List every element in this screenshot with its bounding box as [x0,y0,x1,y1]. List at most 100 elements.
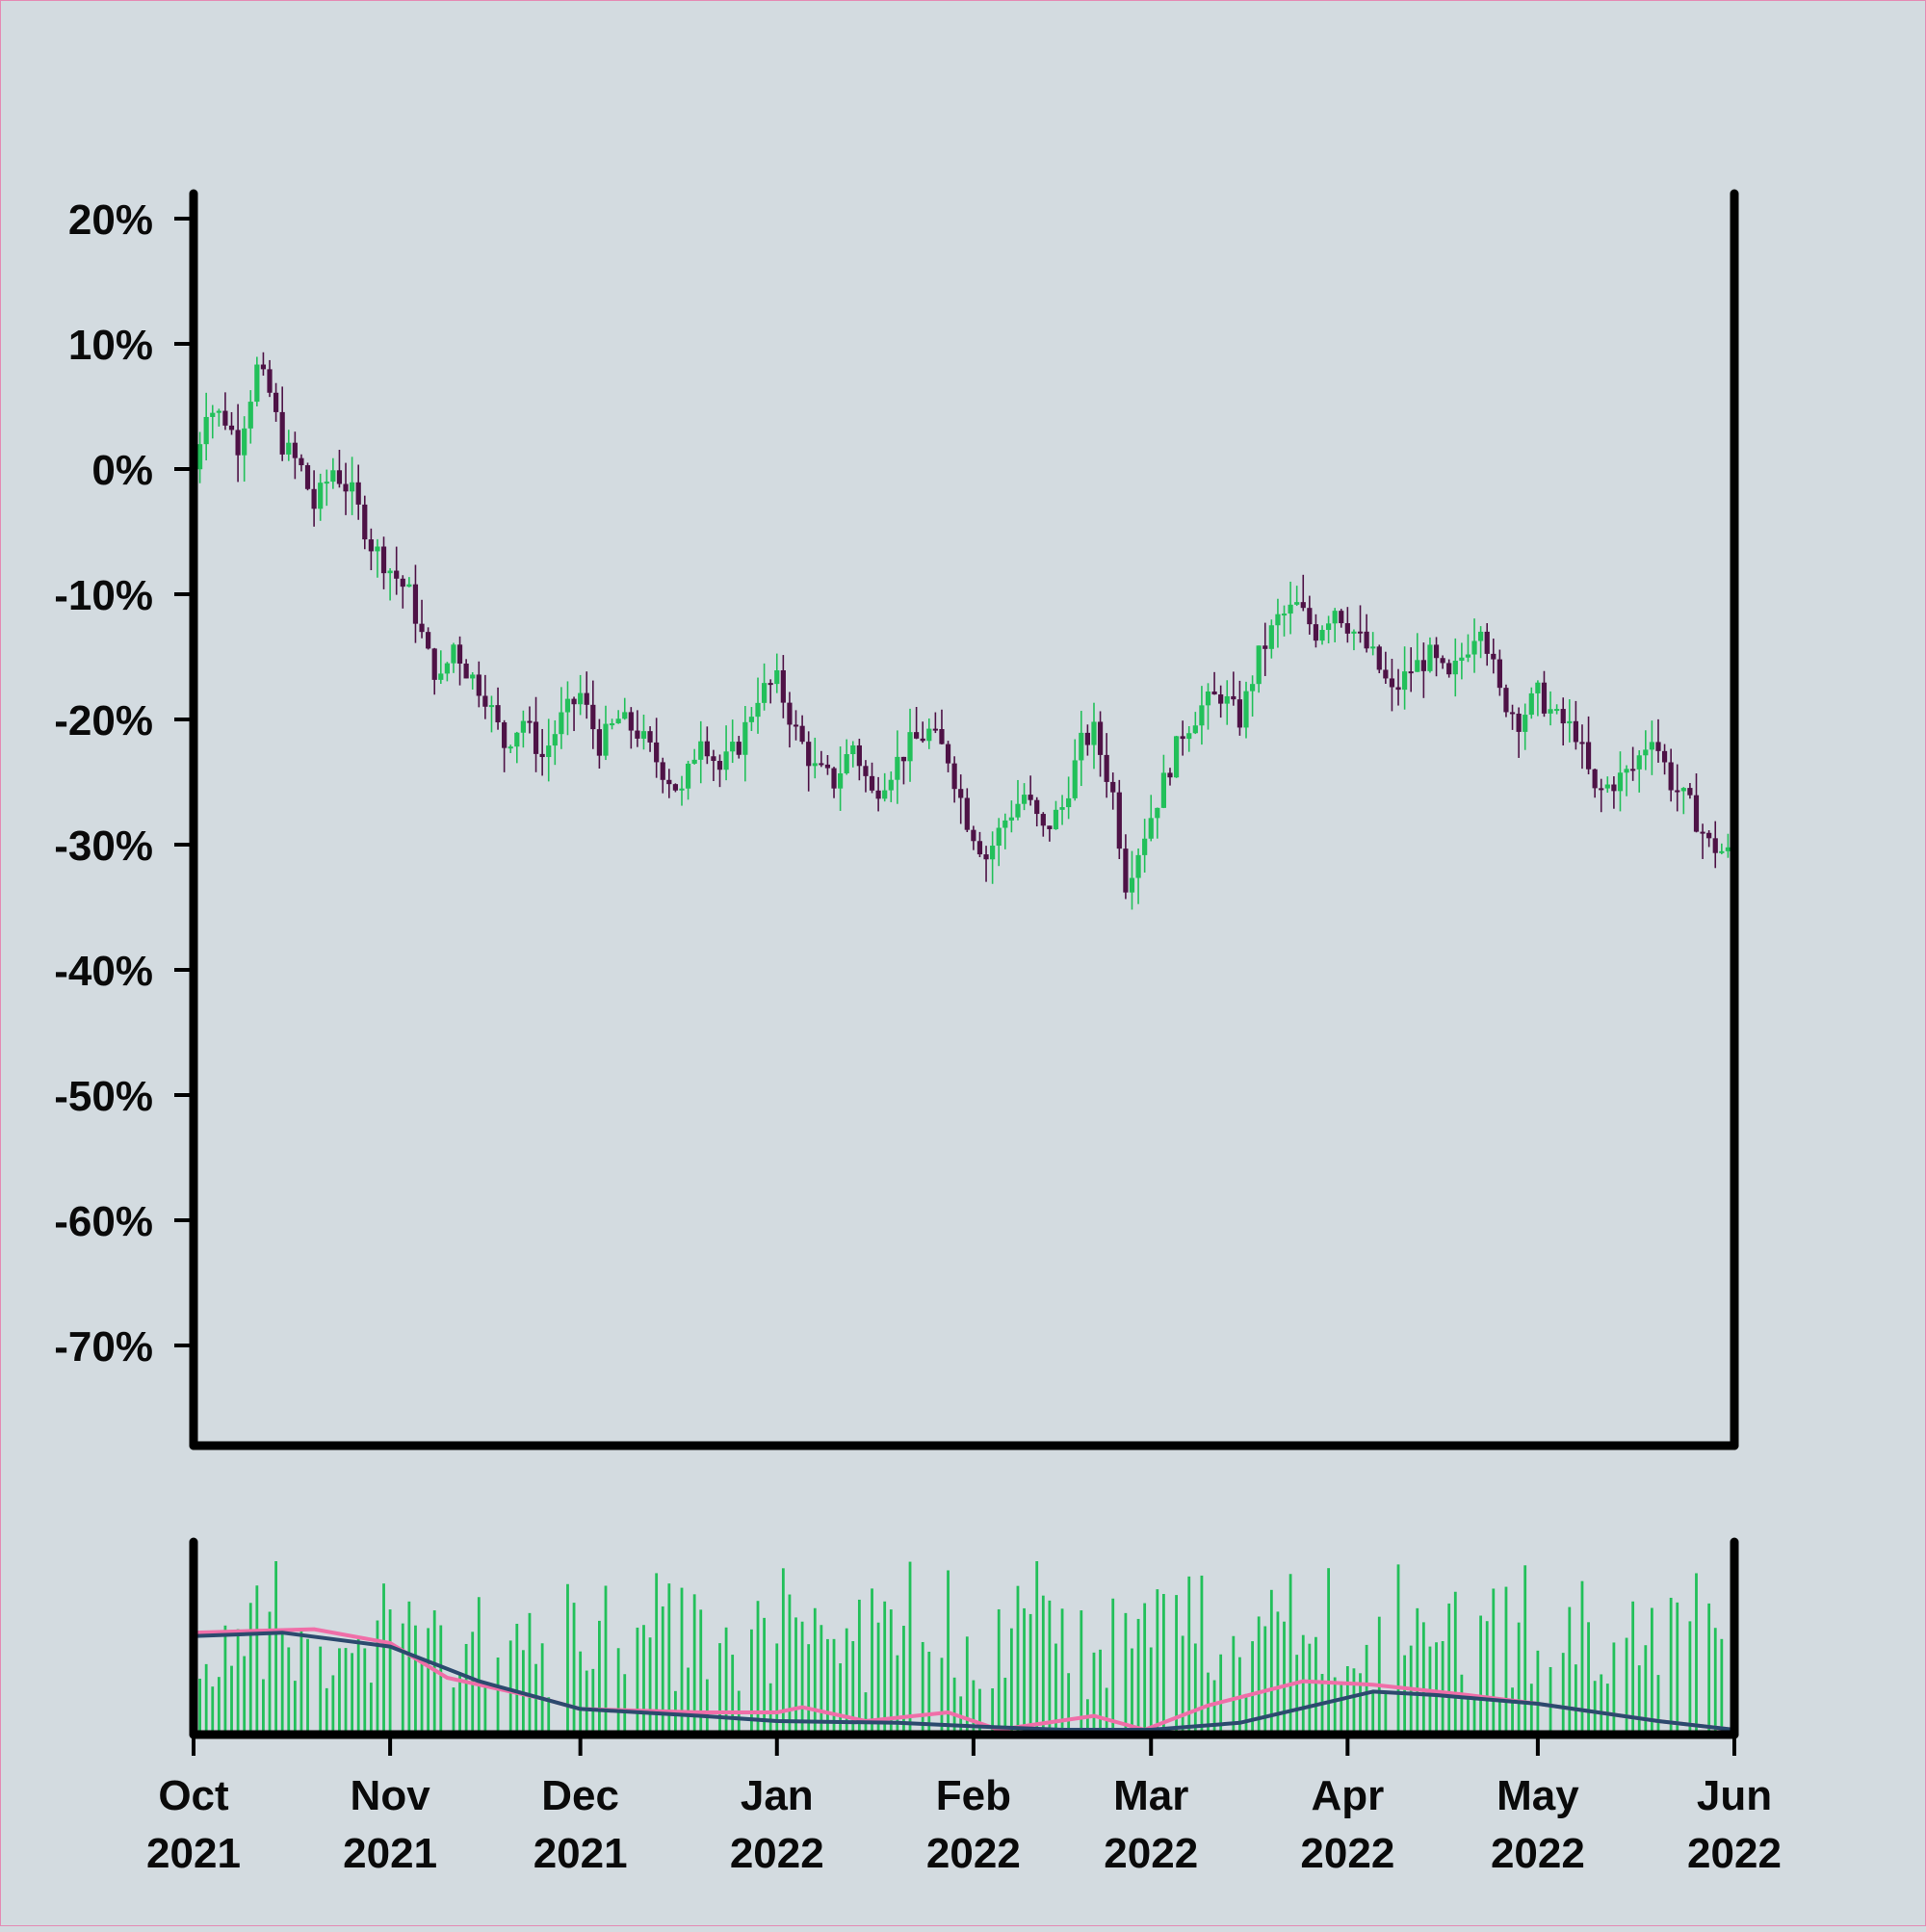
x-tick-label-year: 2021 [146,1830,241,1877]
volume-bar [857,1599,861,1735]
candle-body [945,744,951,764]
volume-bar [1092,1652,1096,1735]
volume-bar [1099,1649,1102,1735]
candle-body [1205,691,1211,706]
y-tick-label: -10% [54,572,153,619]
volume-bar [515,1623,519,1735]
volume-bar [1517,1622,1521,1735]
volume-bar [1181,1635,1184,1735]
candle-body [260,364,267,370]
volume-bar [826,1638,829,1735]
candle-body [844,754,849,773]
candle-body [438,673,444,680]
candle-body [1015,803,1021,818]
candle-body [1427,644,1433,671]
candle-body [203,416,209,445]
candle-body [1712,838,1718,853]
volume-bar [692,1594,696,1735]
candle-body [774,669,780,685]
volume-bar [1149,1647,1153,1735]
volume-bar [800,1621,804,1735]
candle-body [1383,669,1389,679]
candle-body [1066,797,1072,808]
candle-body [350,482,355,492]
candle-body [362,504,368,540]
candle-body [1491,653,1497,660]
x-tick-label-month: May [1497,1772,1579,1819]
volume-bar [763,1617,766,1735]
candle-body [1585,742,1592,770]
candle-body [768,683,773,686]
candle-body [578,692,584,705]
volume-bar [813,1607,817,1735]
volume-bar [781,1568,785,1735]
candle-body [1636,755,1642,770]
candle-body [482,695,488,707]
volume-bar [1605,1684,1609,1735]
volume-bar [1377,1616,1381,1735]
volume-bar [331,1675,335,1735]
candle-body [1643,749,1649,756]
candle-body [831,768,837,789]
volume-bar [1497,1700,1501,1735]
volume-bar [851,1641,855,1735]
volume-bar [1156,1589,1159,1735]
axes: 20% 10% 0% -10% -20% -30% -40% -50% -60% -70% Oct 2… [54,189,1782,1877]
candle-body [679,788,685,791]
candle-body [635,730,640,739]
candle-body [926,728,932,742]
candle-body [900,756,907,762]
candle-body [292,442,298,458]
candle-body [1567,720,1573,724]
x-tick-label-month: Oct [158,1772,229,1819]
candle-body [419,623,425,633]
y-tick-label: -50% [54,1073,153,1120]
candle-body [470,674,476,679]
volume-bar [1257,1616,1261,1735]
candle-body [907,732,913,762]
candle-body [1509,712,1516,715]
volume-bar [1327,1568,1331,1735]
candle-body [1415,660,1420,672]
candle-body [1275,614,1281,626]
candle-body [1256,645,1262,685]
volume-bar [1276,1611,1280,1735]
candle-body [951,763,957,790]
candle-body [210,412,216,417]
volume-bar [1035,1561,1039,1735]
volume-ma-slow-line [193,1631,1735,1732]
volume-bar [369,1683,373,1735]
volume-bar [731,1655,735,1735]
candle-body [1313,624,1319,641]
volume-bar [280,1629,284,1735]
volume-bar [1713,1628,1717,1735]
x-tick-label-year: 2022 [1491,1830,1585,1877]
volume-bar [1460,1674,1464,1735]
volume-bar [319,1646,323,1735]
volume-bar [1644,1645,1648,1735]
volume-bar [1295,1655,1299,1735]
volume-bar [255,1585,259,1735]
candle-body [514,732,520,747]
candle-body [1548,709,1553,714]
candle-body [920,738,925,742]
volume-bar [1080,1610,1083,1735]
candle-body [1719,850,1725,853]
volume-bar [1574,1664,1577,1735]
candle-body [1326,623,1332,631]
candle-body [343,483,349,492]
candle-body [1725,847,1731,851]
candle-body [672,784,679,791]
volume-bar [1441,1640,1444,1735]
volume-bar [1472,1697,1476,1735]
volume-bar [1688,1621,1692,1735]
candle-body [1294,602,1300,605]
volume-bar [1131,1648,1133,1735]
volume-bar [687,1667,690,1735]
volume-bar [1384,1692,1388,1735]
volume-bar [1251,1641,1254,1735]
candle-body [914,732,920,739]
candle-body [1160,772,1167,808]
candle-body [1675,790,1680,793]
candle-body [1199,705,1205,726]
